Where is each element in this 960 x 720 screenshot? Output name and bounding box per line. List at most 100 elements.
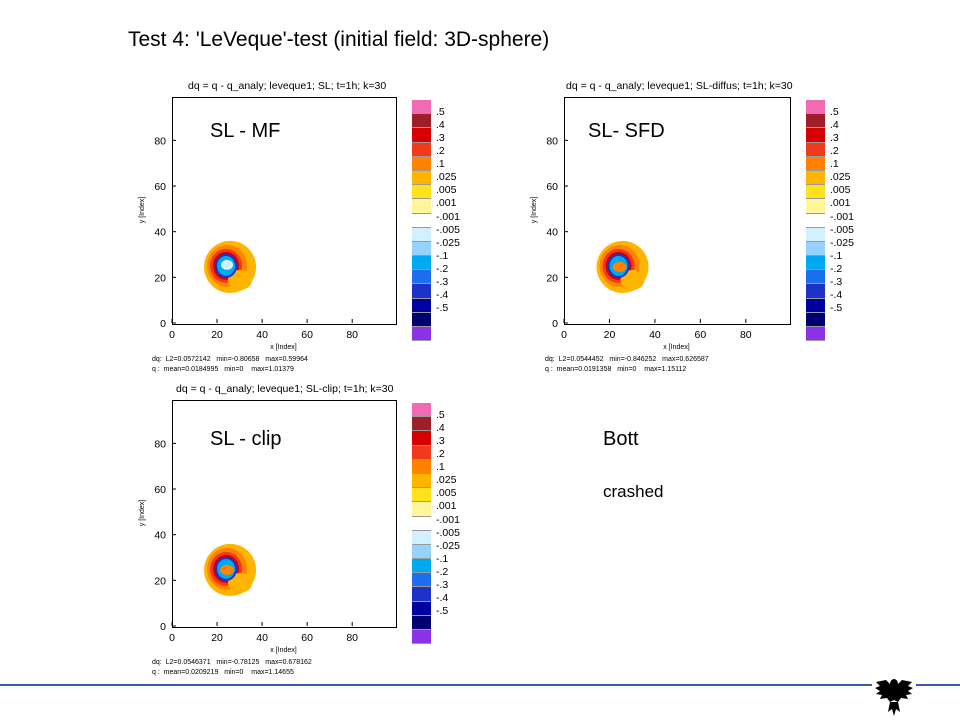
colorbar-swatch	[412, 459, 431, 474]
colorbar-label: -.001	[436, 210, 460, 223]
colorbar-swatch	[806, 128, 825, 143]
colorbar-swatch	[412, 473, 431, 489]
eagle-logo-icon	[875, 679, 913, 716]
colorbar-labels: .5.4.3.2.1.025.005.001 -.001 -.005 -.025 -.1…	[436, 106, 460, 315]
heatmap-plot: 0 20 40 60 80 0 20 40 60 80 x [Index] y [Index]	[531, 135, 752, 351]
x-tick-label: 80	[740, 329, 752, 341]
heatmap-contour	[620, 269, 645, 290]
colorbar-swatch	[806, 170, 825, 186]
colorbar-swatch	[412, 170, 431, 186]
colorbar-label: -.025	[436, 539, 460, 552]
x-tick-label: 80	[346, 329, 358, 341]
colorbar-swatch	[412, 156, 431, 171]
colorbar-swatch	[806, 213, 825, 228]
colorbar-swatch	[412, 199, 431, 214]
colorbar-label: .2	[436, 448, 445, 461]
x-tick-label: 60	[301, 632, 313, 644]
y-tick-label: 40	[154, 530, 166, 542]
colorbar-swatch	[412, 327, 431, 342]
colorbar-label: -.5	[436, 604, 449, 617]
colorbar-swatch	[412, 502, 431, 517]
y-tick-label: 0	[160, 621, 166, 633]
colorbar-label: .3	[830, 132, 839, 145]
method-label: SL - clip	[210, 428, 282, 450]
colorbar	[412, 100, 431, 342]
colorbar-swatch	[806, 256, 825, 271]
colorbar-label: -.1	[436, 249, 449, 262]
colorbar-label: -.1	[436, 552, 449, 565]
plot-title: dq = q - q_analy; leveque1; SL-clip; t=1…	[176, 383, 394, 395]
colorbar-label: .4	[830, 119, 839, 132]
colorbar-label: -.025	[830, 236, 854, 249]
colorbar-label: .5	[436, 409, 445, 421]
x-tick-label: 80	[346, 632, 358, 644]
x-axis-label: x [Index]	[270, 344, 297, 351]
colorbar-swatch	[412, 615, 431, 630]
colorbar-labels: .5.4.3.2.1.025.005.001 -.001 -.005 -.025 -.1…	[830, 106, 854, 315]
x-tick-label: 40	[649, 329, 661, 341]
x-tick-label: 0	[561, 329, 567, 341]
colorbar-label: -.005	[436, 526, 460, 539]
colorbar-labels: .5.4.3.2.1.025.005.001 -.001 -.005 -.025 -.1…	[436, 409, 460, 618]
y-tick-label: 60	[154, 181, 166, 193]
colorbar-label: .001	[436, 197, 457, 210]
x-tick-label: 60	[695, 329, 707, 341]
colorbar-label: -.005	[830, 223, 854, 236]
colorbar-label: -.3	[436, 275, 449, 288]
colorbar-label: .025	[830, 171, 851, 184]
colorbar-swatch	[412, 213, 431, 228]
y-tick-label: 80	[154, 438, 166, 450]
colorbar-label: .2	[830, 145, 839, 158]
y-tick-label: 40	[154, 227, 166, 239]
y-tick-label: 40	[546, 227, 558, 239]
plot-area	[172, 97, 397, 325]
colorbar-label: -.001	[830, 210, 854, 223]
colorbar-label: .3	[436, 435, 445, 448]
colorbar-label: -.2	[830, 262, 843, 275]
y-axis-label: y [Index]	[139, 197, 146, 224]
y-tick-label: 20	[546, 272, 558, 284]
x-tick-label: 60	[301, 329, 313, 341]
colorbar	[806, 100, 825, 342]
colorbar-label: -.2	[436, 262, 449, 275]
colorbar-label: .005	[436, 487, 457, 500]
colorbar-swatch	[412, 142, 431, 157]
colorbar-swatch	[412, 403, 431, 418]
x-tick-label: 0	[169, 329, 175, 341]
colorbar-swatch	[806, 199, 825, 214]
heatmap-core	[612, 261, 627, 272]
stats-q: q : mean=0.0184995 min=0 max=1.01379	[152, 366, 294, 373]
y-tick-label: 60	[154, 484, 166, 496]
colorbar-label: -.025	[436, 236, 460, 249]
footer-divider	[0, 684, 872, 686]
heatmap-plot: 0 20 40 60 80 0 20 40 60 80 x [Index] y [Index]	[139, 438, 358, 654]
colorbar-swatch	[806, 100, 825, 115]
method-label: SL - MF	[210, 120, 281, 142]
x-tick-label: 0	[169, 632, 175, 644]
colorbar-label: .1	[436, 158, 445, 171]
colorbar-label: -.005	[436, 223, 460, 236]
x-tick-label: 20	[211, 632, 223, 644]
colorbar-swatch	[806, 114, 825, 129]
y-axis-label: y [Index]	[139, 500, 146, 527]
colorbar-label: -.4	[436, 288, 449, 301]
stats-q: q : mean=0.0191358 min=0 max=1.15112	[545, 366, 687, 373]
colorbar-swatch	[412, 185, 431, 200]
colorbar-swatch	[412, 630, 431, 645]
y-tick-label: 0	[160, 318, 166, 330]
colorbar-swatch	[412, 114, 431, 129]
plot-area	[564, 97, 791, 325]
colorbar-swatch	[412, 516, 431, 531]
y-axis-label: y [Index]	[531, 197, 538, 224]
colorbar-swatch	[412, 128, 431, 143]
colorbar-swatch	[806, 142, 825, 157]
colorbar-swatch	[412, 298, 431, 313]
colorbar-swatch	[412, 587, 431, 602]
colorbar-swatch	[412, 270, 431, 285]
colorbar-swatch	[412, 559, 431, 574]
colorbar-label: -.2	[436, 565, 449, 578]
stats-dq: dq: L2=0.0546371 min=-0.78125 max=0.6781…	[152, 659, 312, 666]
method-label: SL- SFD	[588, 120, 665, 142]
colorbar	[412, 403, 431, 645]
colorbar-label: .001	[436, 500, 457, 513]
